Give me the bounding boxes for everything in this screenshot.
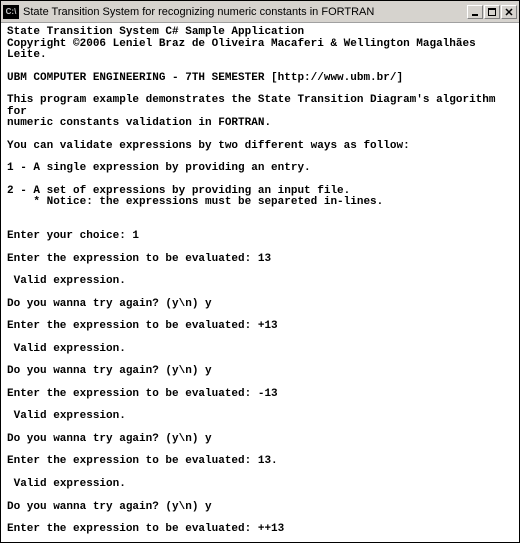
cmd-icon: C:\ xyxy=(3,5,19,19)
console-line: numeric constants validation in FORTRAN. xyxy=(7,118,513,130)
console-line: Valid expression. xyxy=(7,479,513,491)
console-line: * Notice: the expressions must be separe… xyxy=(7,197,513,209)
console-line: Enter the expression to be evaluated: ++… xyxy=(7,524,513,536)
console-output: State Transition System C# Sample Applic… xyxy=(1,23,519,542)
console-line: Do you wanna try again? (y\n) y xyxy=(7,299,513,311)
window-controls xyxy=(466,5,517,19)
close-button[interactable] xyxy=(501,5,517,19)
window-title: State Transition System for recognizing … xyxy=(23,6,466,18)
minimize-button[interactable] xyxy=(467,5,483,19)
console-line: This program example demonstrates the St… xyxy=(7,95,513,118)
console-line: Enter the expression to be evaluated: +1… xyxy=(7,321,513,333)
console-line: You can validate expressions by two diff… xyxy=(7,141,513,153)
console-line: Enter the expression to be evaluated: -1… xyxy=(7,389,513,401)
console-blank xyxy=(7,536,513,542)
console-line: State Transition System C# Sample Applic… xyxy=(7,27,513,39)
console-line: Do you wanna try again? (y\n) y xyxy=(7,502,513,514)
console-line: 1 - A single expression by providing an … xyxy=(7,163,513,175)
console-line: Valid expression. xyxy=(7,276,513,288)
console-line: Valid expression. xyxy=(7,411,513,423)
console-line: Enter the expression to be evaluated: 13… xyxy=(7,456,513,468)
console-line: Enter your choice: 1 xyxy=(7,231,513,243)
titlebar: C:\ State Transition System for recogniz… xyxy=(1,1,519,23)
cmd-icon-label: C:\ xyxy=(6,7,17,16)
console-line: Enter the expression to be evaluated: 13 xyxy=(7,254,513,266)
console-blank xyxy=(7,288,513,299)
maximize-button[interactable] xyxy=(484,5,500,19)
console-blank xyxy=(7,62,513,73)
console-line: Do you wanna try again? (y\n) y xyxy=(7,366,513,378)
console-blank xyxy=(7,243,513,254)
console-line: Valid expression. xyxy=(7,344,513,356)
app-window: C:\ State Transition System for recogniz… xyxy=(0,0,520,543)
console-blank xyxy=(7,209,513,220)
console-line: UBM COMPUTER ENGINEERING - 7TH SEMESTER … xyxy=(7,73,513,85)
console-blank xyxy=(7,491,513,502)
console-line: Copyright ©2006 Leniel Braz de Oliveira … xyxy=(7,39,513,62)
console-line: Do you wanna try again? (y\n) y xyxy=(7,434,513,446)
